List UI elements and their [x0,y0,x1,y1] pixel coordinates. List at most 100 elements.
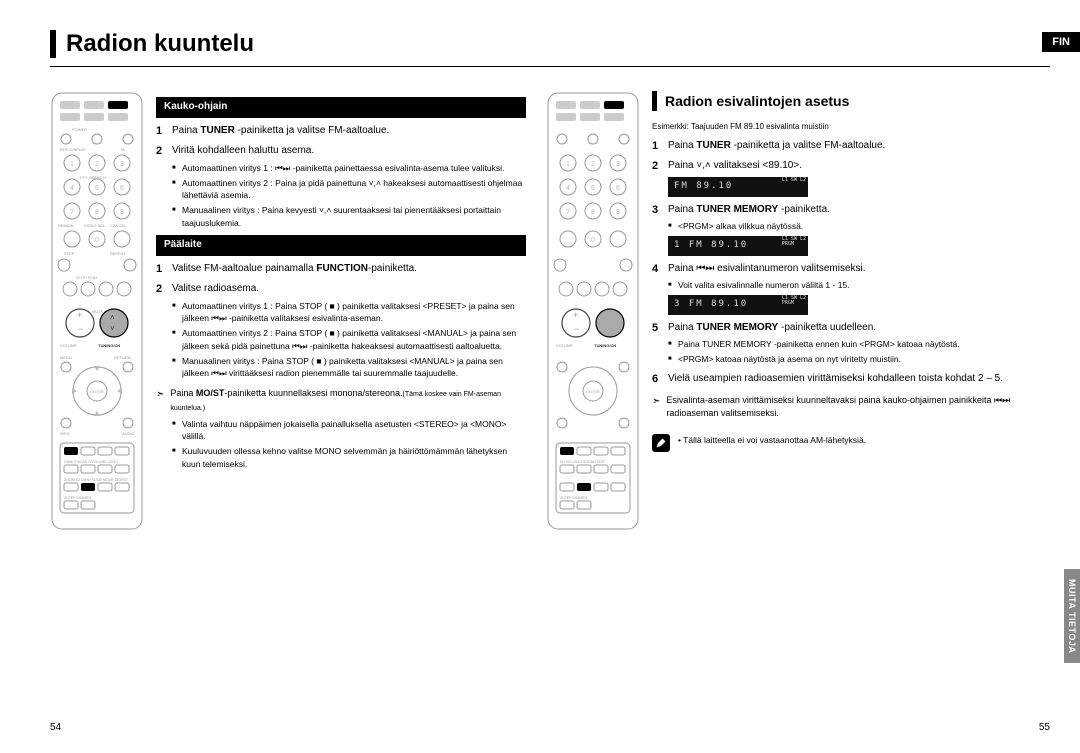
rstep-3-bullet: <PRGM> alkaa vilkkua näytössä. [668,220,1022,232]
page-title: Radion kuuntelu [50,30,1060,58]
right-column: 123 456 789 0 +− VOLUMETUNING/CH [546,91,1022,536]
svg-text:8: 8 [95,209,99,216]
left-column: POWER RDS DISPLAYTA 123 456 789 0 [50,91,526,536]
rstep-5-bullet2: <PRGM> katoaa näytöstä ja asema on nyt v… [668,353,1022,365]
svg-text:8: 8 [591,209,595,216]
svg-text:STEP: STEP [64,251,75,256]
page-number-left: 54 [50,722,61,733]
rstep-1: 1 Paina TUNER -painiketta ja valitse FM-… [652,139,1022,154]
svg-text:ENTER: ENTER [90,389,104,394]
lcd-display-1: FM 89.10L1 SW L2 [668,177,808,197]
svg-text:ZOOM EZ VIEW SLIDE MODE DIGES: ZOOM EZ VIEW SLIDE MODE DIGEST [64,478,129,482]
note-arrow-icon: ➣ [156,388,164,403]
bullet-b2: Automaattinen viritys 2 : Paina STOP ( ■… [172,327,526,352]
am-note-text: • Tällä laitteella ei voi vastaanottaa A… [678,434,866,452]
svg-text:2: 2 [591,161,595,168]
rstep-1-text: Paina TUNER -painiketta ja valitse FM-aa… [668,140,885,151]
section-side-tab: MUITA TIETOJA [1064,569,1080,663]
svg-text:5: 5 [591,185,595,192]
svg-text:7: 7 [70,209,74,216]
note-text: Paina MO/ST-painiketta kuunnellaksesi mo… [170,387,526,413]
svg-text:VOLUME: VOLUME [556,343,573,348]
svg-text:5: 5 [95,185,99,192]
rstep-4-text: Paina ⏮⏭ esivalintanumeron valitsemiseks… [668,263,866,274]
example-text: Esimerkki: Taajuuden FM 89.10 esivalinta… [652,121,1022,133]
svg-text:PTY SEARCH: PTY SEARCH [80,175,106,180]
svg-text:˅: ˅ [110,324,115,333]
lcd-display-2: 1 FM 89.10L1 SW L2PRGM [668,236,808,256]
svg-text:POWER: POWER [72,127,87,132]
mono-stereo-note: ➣ Paina MO/ST-painiketta kuunnellaksesi … [156,387,526,413]
svg-text:RETURN: RETURN [114,355,131,360]
rstep-4: 4 Paina ⏮⏭ esivalintanumeron valitsemise… [652,262,1022,315]
bullet-b1: Automaattinen viritys 1 : Paina STOP ( ■… [172,300,526,325]
language-tab: FIN [1042,32,1080,52]
rstep-5: 5 Paina TUNER MEMORY -painiketta uudelle… [652,321,1022,366]
svg-text:ENTER: ENTER [586,389,600,394]
svg-text:+: + [573,310,578,320]
svg-text:MENU: MENU [60,355,72,360]
remote-illustration-left: POWER RDS DISPLAYTA 123 456 789 0 [50,91,144,536]
svg-text:3: 3 [616,161,620,168]
svg-text:MUTE: MUTE [92,309,104,314]
svg-text:TUNING/CH: TUNING/CH [594,343,616,348]
svg-text:−: − [78,324,83,334]
svg-text:1: 1 [70,161,74,168]
svg-text:VIDEO SEL.: VIDEO SEL. [84,223,106,228]
remote-illustration-right: 123 456 789 0 +− VOLUMETUNING/CH [546,91,640,536]
svg-text:VOLUME: VOLUME [60,343,77,348]
step-1b: 1 Valitse FM-aaltoalue painamalla FUNCTI… [156,262,526,277]
lcd-display-3: 3 FM 89.10L1 SW L2PRGM [668,295,808,315]
rstep-5-bullet1: Paina TUNER MEMORY -painiketta ennen kui… [668,338,1022,350]
svg-text:1: 1 [566,161,570,168]
svg-text:4: 4 [70,185,74,192]
rstep-6-text: Vielä useampien radioasemien virittämise… [668,373,1003,384]
rstep-3-text: Paina TUNER MEMORY -painiketta. [668,204,830,215]
rstep-4-bullet: Voit valita esivalinnalle numeron välilt… [668,279,1022,291]
preset-recall-note: ➣ Esivalinta-aseman virittämiseksi kuunn… [652,394,1022,420]
step-2: 2 Viritä kohdalleen haluttu asema. Autom… [156,144,526,229]
svg-text:AUDIO: AUDIO [122,431,135,436]
step-1b-text: Valitse FM-aaltoalue painamalla FUNCTION… [172,263,417,274]
right-content: Radion esivalintojen asetus Esimerkki: T… [652,91,1022,536]
note-bullet-2: Kuuluvuuden ollessa kehno valitse MONO s… [172,445,526,470]
svg-text:CANCEL: CANCEL [110,223,127,228]
step-1: 1 Paina TUNER -painiketta ja valitse FM-… [156,124,526,139]
svg-text:0: 0 [95,237,99,244]
svg-text:REPEAT: REPEAT [110,251,126,256]
svg-text:9: 9 [616,209,620,216]
note-arrow-icon: ➣ [652,395,660,410]
svg-text:SLOW LOGO SOUND EDIT: SLOW LOGO SOUND EDIT [560,460,606,464]
preset-recall-text: Esivalinta-aseman virittämiseksi kuunnel… [666,394,1022,420]
step-2b: 2 Valitse radioasema. Automaattinen viri… [156,282,526,379]
svg-text:HDMI P.SCAN S.VOLUME LOGO: HDMI P.SCAN S.VOLUME LOGO [64,460,118,464]
svg-text:9: 9 [120,209,124,216]
title-rule [50,66,1050,67]
svg-text:+: + [77,310,82,320]
bullet-auto2: Automaattinen viritys 2 : Paina ja pidä … [172,177,526,202]
rstep-6: 6 Vielä useampien radioasemien virittämi… [652,372,1022,387]
svg-text:INFO: INFO [60,431,70,436]
svg-text:−: − [574,324,579,334]
section-mainunit-heading: Päälaite [156,235,526,256]
section-remote-heading: Kauko-ohjain [156,97,526,118]
svg-text:SLEEP DIMMER: SLEEP DIMMER [560,496,587,500]
rstep-5-text: Paina TUNER MEMORY -painiketta uudelleen… [668,322,876,333]
rstep-2-text: Paina ˅,˄ valitaksesi <89.10>. [668,160,802,171]
svg-text:RDS DISPLAY: RDS DISPLAY [60,147,86,152]
rstep-3: 3 Paina TUNER MEMORY -painiketta. <PRGM>… [652,203,1022,256]
svg-text:TA: TA [120,147,125,152]
svg-text:REMAIN: REMAIN [58,223,74,228]
svg-text:2: 2 [95,161,99,168]
svg-text:SLEEP DIMMER: SLEEP DIMMER [64,496,91,500]
svg-text:7: 7 [566,209,570,216]
note-pencil-icon [652,434,670,452]
svg-text:6: 6 [120,185,124,192]
svg-text:˄: ˄ [110,313,115,322]
step-2-text: Viritä kohdalleen haluttu asema. [172,145,314,156]
step-1-text: Paina TUNER -painiketta ja valitse FM-aa… [172,125,389,136]
step-2b-text: Valitse radioasema. [172,283,259,294]
note-bullet-1: Valinta vaihtuu näppäimen jokaisella pai… [172,418,526,443]
bullet-auto1: Automaattinen viritys 1 : ⏮⏭ -painiketta… [172,162,526,174]
left-content: Kauko-ohjain 1 Paina TUNER -painiketta j… [156,91,526,536]
